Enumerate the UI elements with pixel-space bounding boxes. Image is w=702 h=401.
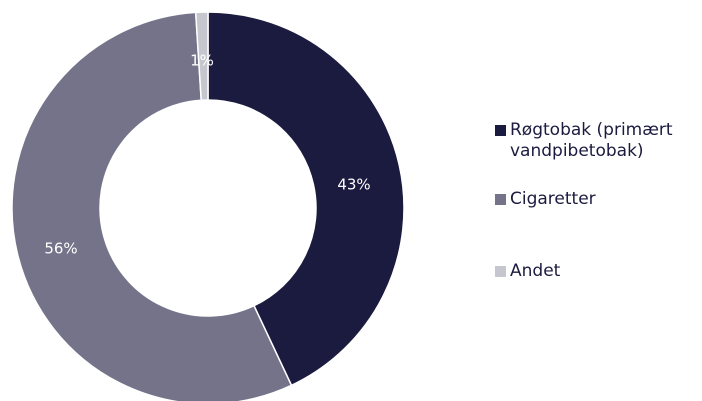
legend-swatch-cigaretter xyxy=(495,194,506,205)
legend: Røgtobak (primært vandpibetobak) Cigaret… xyxy=(495,0,700,401)
legend-swatch-rogtobak xyxy=(495,125,506,136)
legend-item-rogtobak: Røgtobak (primært vandpibetobak) xyxy=(495,120,698,162)
slice-label-rogtobak: 43% xyxy=(337,176,370,194)
legend-label-rogtobak: Røgtobak (primært vandpibetobak) xyxy=(510,120,673,161)
legend-label-andet: Andet xyxy=(510,261,561,281)
slice-label-andet: 1% xyxy=(190,52,214,70)
slice-label-cigaretter: 56% xyxy=(44,240,77,258)
slice-andet xyxy=(194,11,209,102)
legend-swatch-andet xyxy=(495,266,506,277)
slice-rogtobak xyxy=(207,11,405,387)
legend-label-cigaretter: Cigaretter xyxy=(510,189,596,209)
legend-item-cigaretter: Cigaretter xyxy=(495,189,698,210)
slice-cigaretter xyxy=(11,11,293,401)
legend-item-andet: Andet xyxy=(495,261,698,282)
